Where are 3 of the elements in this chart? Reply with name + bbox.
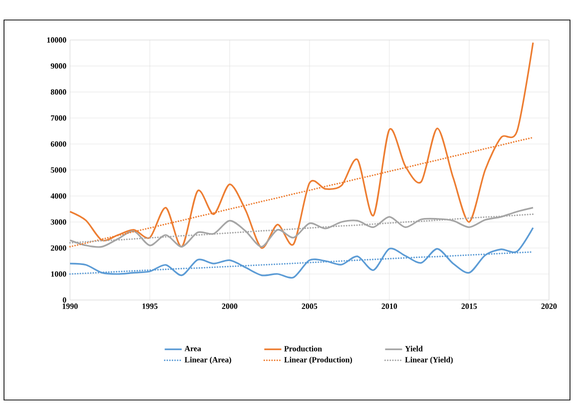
line-series [69,42,534,249]
line-series [69,226,534,278]
line-series [69,206,534,248]
